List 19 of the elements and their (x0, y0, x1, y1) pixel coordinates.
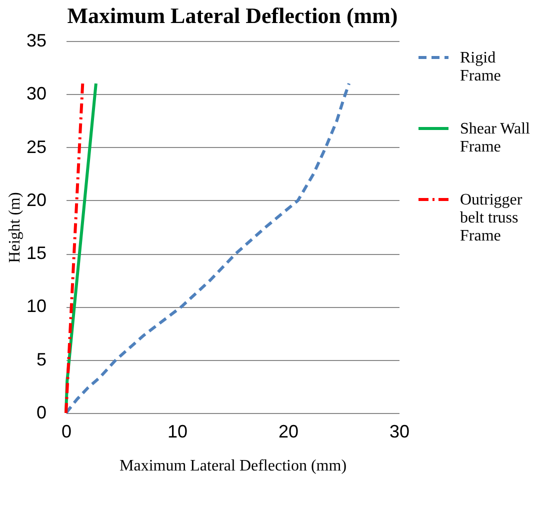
y-tick-label: 20 (26, 190, 46, 210)
x-tick-label: 30 (389, 422, 410, 442)
legend-label: Shear Wall Frame (460, 120, 531, 156)
line-series (64, 82, 351, 414)
y-axis-title: Height (m) (6, 192, 24, 263)
y-tick-label: 5 (36, 349, 46, 370)
x-axis-title: Maximum Lateral Deflection (mm) (119, 458, 347, 474)
x-tick-label: 10 (167, 422, 188, 442)
y-tick-label: 0 (36, 402, 46, 422)
y-tick-label: 25 (26, 136, 46, 157)
legend-label: Rigid Frame (460, 50, 501, 84)
y-tick-label: 15 (26, 243, 46, 264)
y-tick-label: 30 (26, 84, 46, 104)
x-tick-label: 0 (61, 422, 72, 442)
y-tick-label: 35 (26, 30, 46, 50)
chart-title: Maximum Lateral Deflection (mm) (67, 3, 398, 28)
legend-label: Outrigger belt truss Frame (460, 192, 523, 244)
x-tick-label: 20 (278, 422, 299, 442)
y-tick-label: 10 (26, 296, 46, 316)
